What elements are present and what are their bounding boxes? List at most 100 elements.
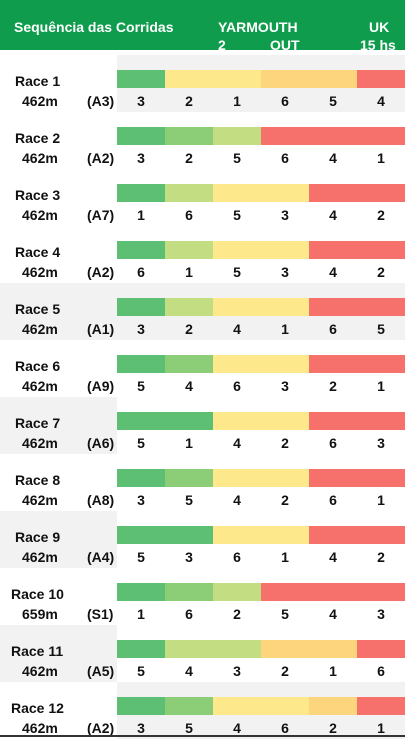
finish-order: 5 4 6 3 2 1	[117, 378, 405, 396]
trap-color-segment	[213, 583, 261, 601]
race-grade: (A2)	[87, 720, 115, 736]
trap-color-segment	[117, 412, 165, 430]
race-row: Race 8 462m (A8) 3 5 4 2 6 1	[0, 454, 405, 511]
race-row: Race 11 462m (A5) 5 4 3 2 1 6	[0, 625, 405, 682]
trap-number: 5	[233, 207, 241, 223]
trap-color-segment	[261, 127, 309, 145]
trap-number: 6	[281, 720, 289, 736]
trap-number: 4	[233, 492, 241, 508]
race-distance: 462m	[22, 549, 58, 565]
race-name: Race 5	[15, 301, 61, 317]
race-row: Race 1 462m (A3) 3 2 1 6 5 4	[0, 55, 405, 112]
race-distance: 462m	[22, 492, 58, 508]
trap-color-segment	[357, 412, 405, 430]
trap-color-bar	[117, 412, 405, 430]
trap-number: 3	[281, 207, 289, 223]
trap-color-segment	[261, 412, 309, 430]
race-name: Race 6	[15, 358, 61, 374]
trap-number: 5	[233, 264, 241, 280]
trap-color-segment	[117, 583, 165, 601]
trap-color-segment	[261, 697, 309, 715]
trap-color-segment	[165, 583, 213, 601]
out-label: OUT	[270, 37, 300, 53]
race-distance: 462m	[22, 321, 58, 337]
race-name: Race 3	[15, 187, 61, 203]
race-row: Race 10 659m (S1) 1 6 2 5 4 3	[0, 568, 405, 625]
trap-color-segment	[213, 70, 261, 88]
trap-number: 3	[377, 606, 385, 622]
trap-number: 4	[329, 150, 337, 166]
trap-color-segment	[309, 70, 357, 88]
trap-number: 4	[233, 321, 241, 337]
race-name: Race 10	[11, 586, 64, 602]
trap-number: 4	[185, 378, 193, 394]
trap-number: 3	[281, 264, 289, 280]
trap-number: 6	[329, 435, 337, 451]
trap-color-segment	[213, 526, 261, 544]
trap-number: 5	[233, 150, 241, 166]
trap-color-segment	[165, 355, 213, 373]
trap-number: 3	[137, 321, 145, 337]
trap-color-segment	[213, 697, 261, 715]
trap-color-segment	[357, 526, 405, 544]
trap-color-segment	[261, 70, 309, 88]
race-distance: 462m	[22, 93, 58, 109]
trap-color-segment	[261, 184, 309, 202]
trap-color-bar	[117, 70, 405, 88]
trap-color-segment	[261, 469, 309, 487]
trap-color-segment	[309, 127, 357, 145]
race-grade: (A2)	[87, 264, 115, 280]
trap-number: 1	[377, 492, 385, 508]
trap-number: 1	[377, 150, 385, 166]
trap-color-segment	[165, 241, 213, 259]
finish-order: 3 5 4 6 2 1	[117, 720, 405, 738]
trap-color-segment	[261, 241, 309, 259]
trap-number: 1	[377, 378, 385, 394]
race-row: Race 9 462m (A4) 5 3 6 1 4 2	[0, 511, 405, 568]
trap-number: 2	[185, 93, 193, 109]
trap-color-segment	[117, 241, 165, 259]
trap-number: 6	[233, 549, 241, 565]
trap-color-segment	[165, 298, 213, 316]
trap-color-segment	[213, 412, 261, 430]
race-distance: 462m	[22, 150, 58, 166]
trap-number: 2	[185, 321, 193, 337]
trap-color-bar	[117, 127, 405, 145]
finish-order: 1 6 5 3 4 2	[117, 207, 405, 225]
trap-color-segment	[165, 526, 213, 544]
trap-color-segment	[117, 697, 165, 715]
trap-number: 1	[185, 435, 193, 451]
trap-number: 3	[377, 435, 385, 451]
finish-order: 1 6 2 5 4 3	[117, 606, 405, 624]
trap-color-segment	[165, 127, 213, 145]
race-row: Race 7 462m (A6) 5 1 4 2 6 3	[0, 397, 405, 454]
trap-color-segment	[117, 640, 165, 658]
trap-color-segment	[261, 583, 309, 601]
race-grade: (A5)	[87, 663, 115, 679]
trap-number: 2	[281, 492, 289, 508]
row-shade-left	[0, 625, 117, 682]
trap-color-segment	[357, 298, 405, 316]
trap-number: 4	[233, 435, 241, 451]
row-shade-left	[0, 397, 117, 454]
race-time: 15 hs	[360, 37, 396, 53]
trap-color-segment	[117, 298, 165, 316]
race-name: Race 1	[15, 73, 61, 89]
trap-color-segment	[213, 298, 261, 316]
trap-number: 3	[137, 150, 145, 166]
trap-color-bar	[117, 241, 405, 259]
race-distance: 462m	[22, 207, 58, 223]
race-grade: (A8)	[87, 492, 115, 508]
trap-color-segment	[261, 640, 309, 658]
trap-number: 5	[377, 321, 385, 337]
trap-color-bar	[117, 697, 405, 715]
trap-color-segment	[309, 412, 357, 430]
trap-number: 4	[329, 606, 337, 622]
trap-color-segment	[309, 526, 357, 544]
trap-number: 3	[185, 549, 193, 565]
trap-number: 2	[281, 435, 289, 451]
trap-color-segment	[117, 184, 165, 202]
race-grade: (A3)	[87, 93, 115, 109]
trap-color-segment	[165, 640, 213, 658]
trap-number: 3	[137, 93, 145, 109]
